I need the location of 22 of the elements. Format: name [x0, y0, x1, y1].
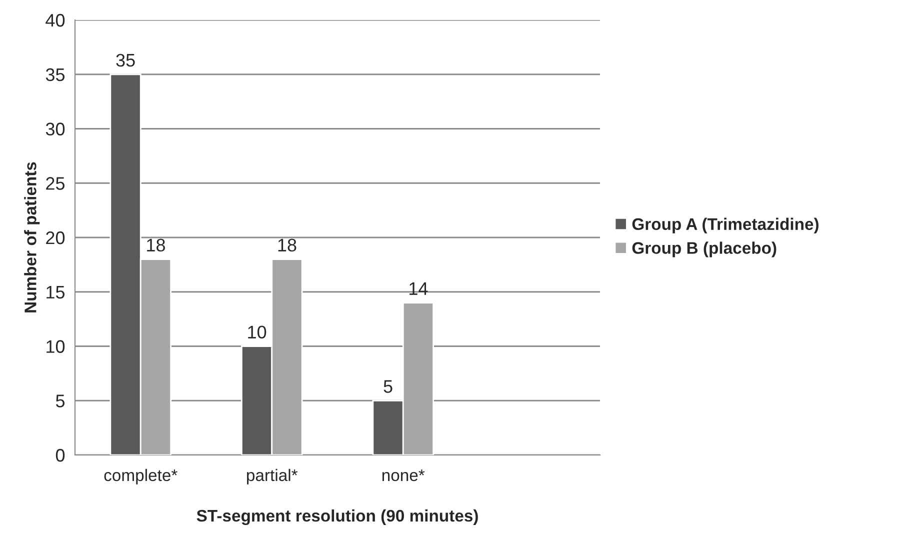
y-tick-label: 20 — [46, 231, 65, 244]
data-label: 5 — [384, 380, 392, 393]
data-label: 35 — [116, 54, 135, 67]
y-tick-label: 25 — [46, 177, 65, 190]
y-axis-title: Number of patients — [24, 162, 40, 312]
x-tick-label: none* — [382, 470, 425, 482]
data-label: 18 — [147, 238, 165, 252]
y-tick-label: 40 — [46, 14, 65, 27]
data-label: 10 — [248, 326, 266, 339]
legend-label: Group A (Trimetazidine) — [632, 218, 818, 234]
legend-label: Group B (placebo) — [632, 242, 776, 258]
y-tick-label: 15 — [46, 286, 65, 299]
x-axis-title: ST-segment resolution (90 minutes) — [196, 509, 478, 526]
y-tick-label: 0 — [56, 448, 65, 462]
y-tick-label: 30 — [46, 122, 65, 136]
y-tick-label: 10 — [46, 340, 65, 353]
data-label: 18 — [278, 238, 296, 252]
x-tick-label: partial* — [247, 468, 298, 484]
data-label: 14 — [410, 282, 428, 295]
x-tick-label: complete* — [104, 468, 178, 484]
y-tick-label: 35 — [46, 68, 65, 82]
y-tick-label: 5 — [56, 394, 65, 408]
